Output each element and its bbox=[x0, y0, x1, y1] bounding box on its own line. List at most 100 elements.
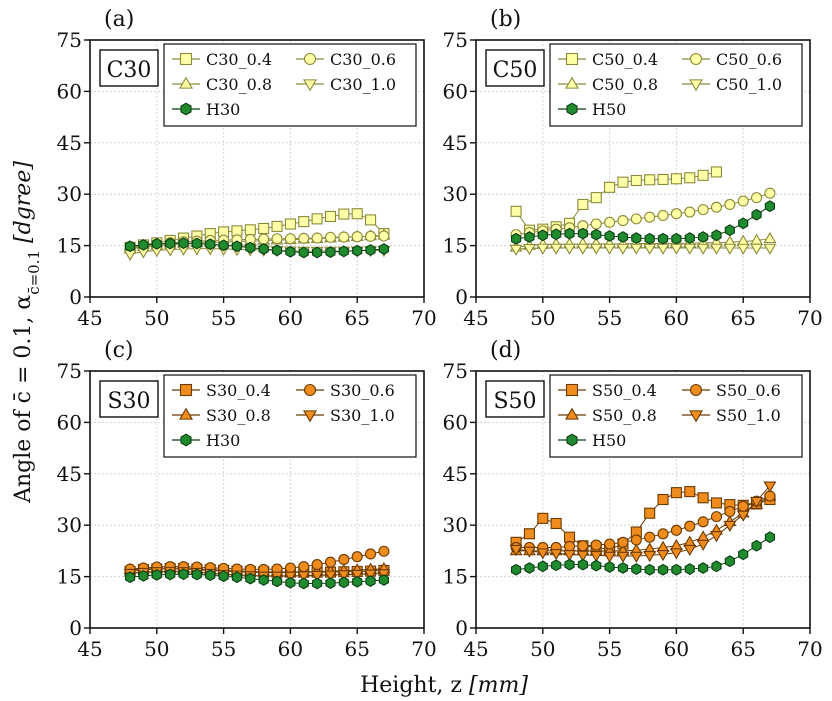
data-point bbox=[670, 173, 682, 185]
x-tick-label: 60 bbox=[664, 637, 689, 661]
y-tick-label: 30 bbox=[57, 513, 82, 537]
data-point bbox=[710, 243, 723, 255]
data-point bbox=[510, 563, 522, 576]
legend-label: H50 bbox=[592, 100, 626, 119]
data-point bbox=[138, 239, 149, 251]
data-point bbox=[750, 243, 764, 255]
legend-marker bbox=[178, 76, 194, 89]
data-point bbox=[350, 569, 364, 582]
data-point bbox=[670, 208, 682, 220]
legend-label: H30 bbox=[206, 431, 240, 450]
data-point bbox=[644, 531, 656, 543]
legend-marker bbox=[180, 102, 192, 116]
data-point bbox=[271, 233, 283, 245]
data-point bbox=[763, 243, 777, 255]
legend-marker bbox=[302, 79, 318, 92]
x-tick-label: 45 bbox=[463, 306, 488, 330]
data-point bbox=[671, 563, 682, 576]
x-tick-label: 55 bbox=[211, 637, 236, 661]
data-point bbox=[764, 200, 776, 213]
data-point bbox=[656, 550, 670, 562]
data-point bbox=[510, 232, 522, 245]
data-point bbox=[351, 551, 363, 563]
legend-marker bbox=[564, 76, 580, 89]
data-point bbox=[644, 563, 655, 576]
data-point bbox=[324, 210, 337, 223]
data-point bbox=[351, 231, 363, 243]
x-tick-label: 70 bbox=[411, 306, 436, 330]
legend-label: S50_0.4 bbox=[592, 381, 657, 400]
data-point bbox=[337, 570, 351, 582]
data-point bbox=[656, 243, 670, 255]
data-point bbox=[591, 559, 602, 572]
y-tick-label: 0 bbox=[455, 285, 468, 309]
legend-marker bbox=[303, 52, 317, 66]
x-tick-label: 55 bbox=[597, 306, 622, 330]
data-point bbox=[165, 568, 176, 581]
data-point bbox=[510, 205, 522, 217]
y-tick-label: 60 bbox=[443, 410, 468, 434]
data-point bbox=[630, 213, 642, 225]
panel-badge: S50 bbox=[493, 389, 536, 414]
legend-marker bbox=[178, 407, 194, 420]
legend-label: S30_0.6 bbox=[330, 381, 395, 400]
data-point bbox=[644, 507, 656, 519]
data-point bbox=[312, 577, 323, 590]
data-point bbox=[603, 243, 617, 255]
legend-label: C30_0.4 bbox=[206, 50, 272, 69]
data-point bbox=[684, 172, 696, 184]
data-point bbox=[284, 233, 296, 245]
legend-marker bbox=[565, 52, 579, 66]
data-point bbox=[617, 176, 629, 188]
y-tick-label: 30 bbox=[57, 182, 82, 206]
data-point bbox=[536, 243, 550, 255]
data-point bbox=[604, 230, 615, 242]
data-point bbox=[338, 231, 350, 243]
series-H50 bbox=[510, 200, 776, 245]
data-point bbox=[631, 563, 642, 575]
legend-entry: C50_0.8 bbox=[558, 75, 658, 94]
data-point bbox=[352, 244, 363, 257]
legend-entry: S30_0.4 bbox=[172, 381, 271, 400]
x-tick-label: 60 bbox=[278, 637, 303, 661]
y-tick-label: 75 bbox=[57, 359, 82, 383]
data-point bbox=[378, 230, 390, 242]
legend-label: S30_1.0 bbox=[330, 406, 395, 425]
y-tick-label: 75 bbox=[443, 359, 468, 383]
x-tick-label: 70 bbox=[797, 306, 822, 330]
data-point bbox=[617, 536, 629, 548]
legend-label: S50_0.8 bbox=[592, 406, 657, 425]
data-point bbox=[617, 231, 629, 243]
panel-label: (a) bbox=[104, 7, 134, 32]
data-point bbox=[589, 243, 603, 255]
y-tick-label: 0 bbox=[69, 285, 82, 309]
panel-badge-box bbox=[99, 49, 159, 87]
data-point bbox=[351, 208, 363, 220]
legend-entry: H30 bbox=[172, 100, 240, 119]
data-point bbox=[630, 534, 642, 546]
x-axis-label: Height, z [mm] bbox=[360, 673, 528, 698]
data-point bbox=[750, 233, 764, 245]
data-point bbox=[657, 173, 669, 186]
x-tick-label: 45 bbox=[77, 306, 102, 330]
data-point bbox=[736, 243, 750, 255]
legend: S30_0.4 S30_0.6 S30_0.8 S30_1.0 H30 bbox=[163, 374, 417, 458]
data-point bbox=[669, 243, 683, 255]
data-point bbox=[563, 531, 576, 543]
data-point bbox=[576, 243, 590, 255]
data-point bbox=[644, 232, 655, 245]
y-tick-label: 15 bbox=[57, 234, 82, 258]
data-point bbox=[549, 548, 563, 561]
data-point bbox=[629, 551, 643, 563]
data-point bbox=[603, 551, 617, 563]
data-point bbox=[711, 229, 722, 242]
legend-marker bbox=[303, 383, 317, 397]
data-point bbox=[298, 246, 309, 259]
data-point bbox=[684, 206, 696, 218]
data-point bbox=[738, 548, 749, 561]
x-tick-label: 65 bbox=[730, 306, 755, 330]
legend-entry: C50_0.4 bbox=[558, 50, 658, 69]
data-point bbox=[378, 545, 390, 557]
plot-frame bbox=[89, 370, 425, 629]
data-point bbox=[258, 222, 270, 235]
